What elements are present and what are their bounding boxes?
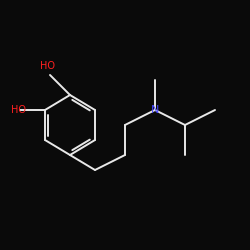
Text: HO: HO [11, 105, 26, 115]
Text: HO: HO [40, 61, 55, 71]
Text: N: N [151, 105, 159, 115]
